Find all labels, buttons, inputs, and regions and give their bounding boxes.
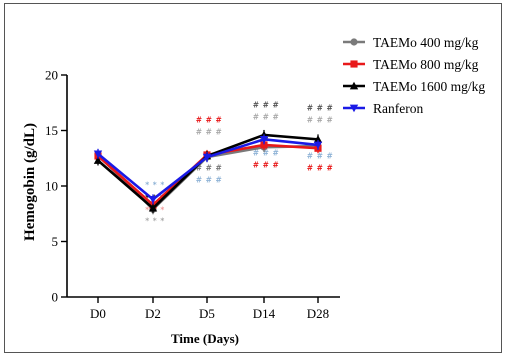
chart-frame [4,3,502,353]
significance-marker: # # # [253,101,280,110]
data-point-marker [313,141,323,150]
significance-marker: # # # [307,116,334,125]
legend-entry: Ranferon [343,101,423,116]
significance-marker: # # # [307,104,334,113]
data-series [93,129,323,215]
significance-marker: # # # [196,175,223,184]
legend-entry: TAEMo 400 mg/kg [343,35,479,50]
data-point-marker [148,195,158,204]
significance-annotations: * * ** * ** * ** * *# # ## # ## # ## # #… [145,101,333,226]
significance-marker: # # # [307,152,334,161]
y-tick-label: 20 [45,68,58,83]
significance-marker: # # # [196,127,223,136]
data-point-marker [349,104,359,113]
data-point-marker [202,153,212,162]
x-tick-label: D28 [307,306,329,321]
series-line-group [93,134,323,205]
x-tick-label: D14 [253,306,276,321]
y-axis-ticks: 0 5 10 15 20 [45,68,67,305]
data-point-marker [350,38,358,46]
y-tick-label: 5 [52,234,59,249]
data-point-marker [148,204,158,212]
x-tick-label: D2 [145,306,161,321]
legend-label: TAEMo 400 mg/kg [373,35,479,50]
x-axis-title: Time (Days) [171,331,239,346]
data-point-marker [259,136,269,144]
data-point-marker [93,156,103,164]
legend-entry: TAEMo 1600 mg/kg [343,79,485,94]
significance-marker: # # # [253,161,280,170]
significance-marker: # # # [307,164,334,173]
y-tick-label: 10 [45,179,58,194]
data-point-marker [349,81,359,90]
data-point-marker [93,150,103,159]
y-tick-label: 0 [52,290,59,305]
legend-entry: TAEMo 800 mg/kg [343,57,479,72]
significance-marker: # # # [253,113,280,122]
y-axis-title: Hemogobin (g/dL) [22,123,38,241]
legend-label: Ranferon [373,101,423,116]
legend-label: TAEMo 800 mg/kg [373,57,479,72]
x-axis-ticks: D0 D2 D5 D14 D28 [90,297,329,321]
legend: TAEMo 400 mg/kg TAEMo 800 mg/kg TAEMo 1600… [343,35,485,116]
significance-marker: * * * [145,180,165,189]
data-point-marker [260,141,268,149]
x-tick-label: D0 [90,306,106,321]
data-point-marker [313,135,323,143]
significance-marker: * * * [145,216,165,225]
data-point-marker [350,60,358,68]
legend-label: TAEMo 1600 mg/kg [373,79,485,94]
significance-marker: # # # [196,115,223,124]
axes [66,75,340,298]
x-tick-label: D5 [199,306,215,321]
significance-marker: # # # [196,163,223,172]
significance-marker: # # # [253,149,280,158]
y-tick-label: 15 [45,123,58,138]
